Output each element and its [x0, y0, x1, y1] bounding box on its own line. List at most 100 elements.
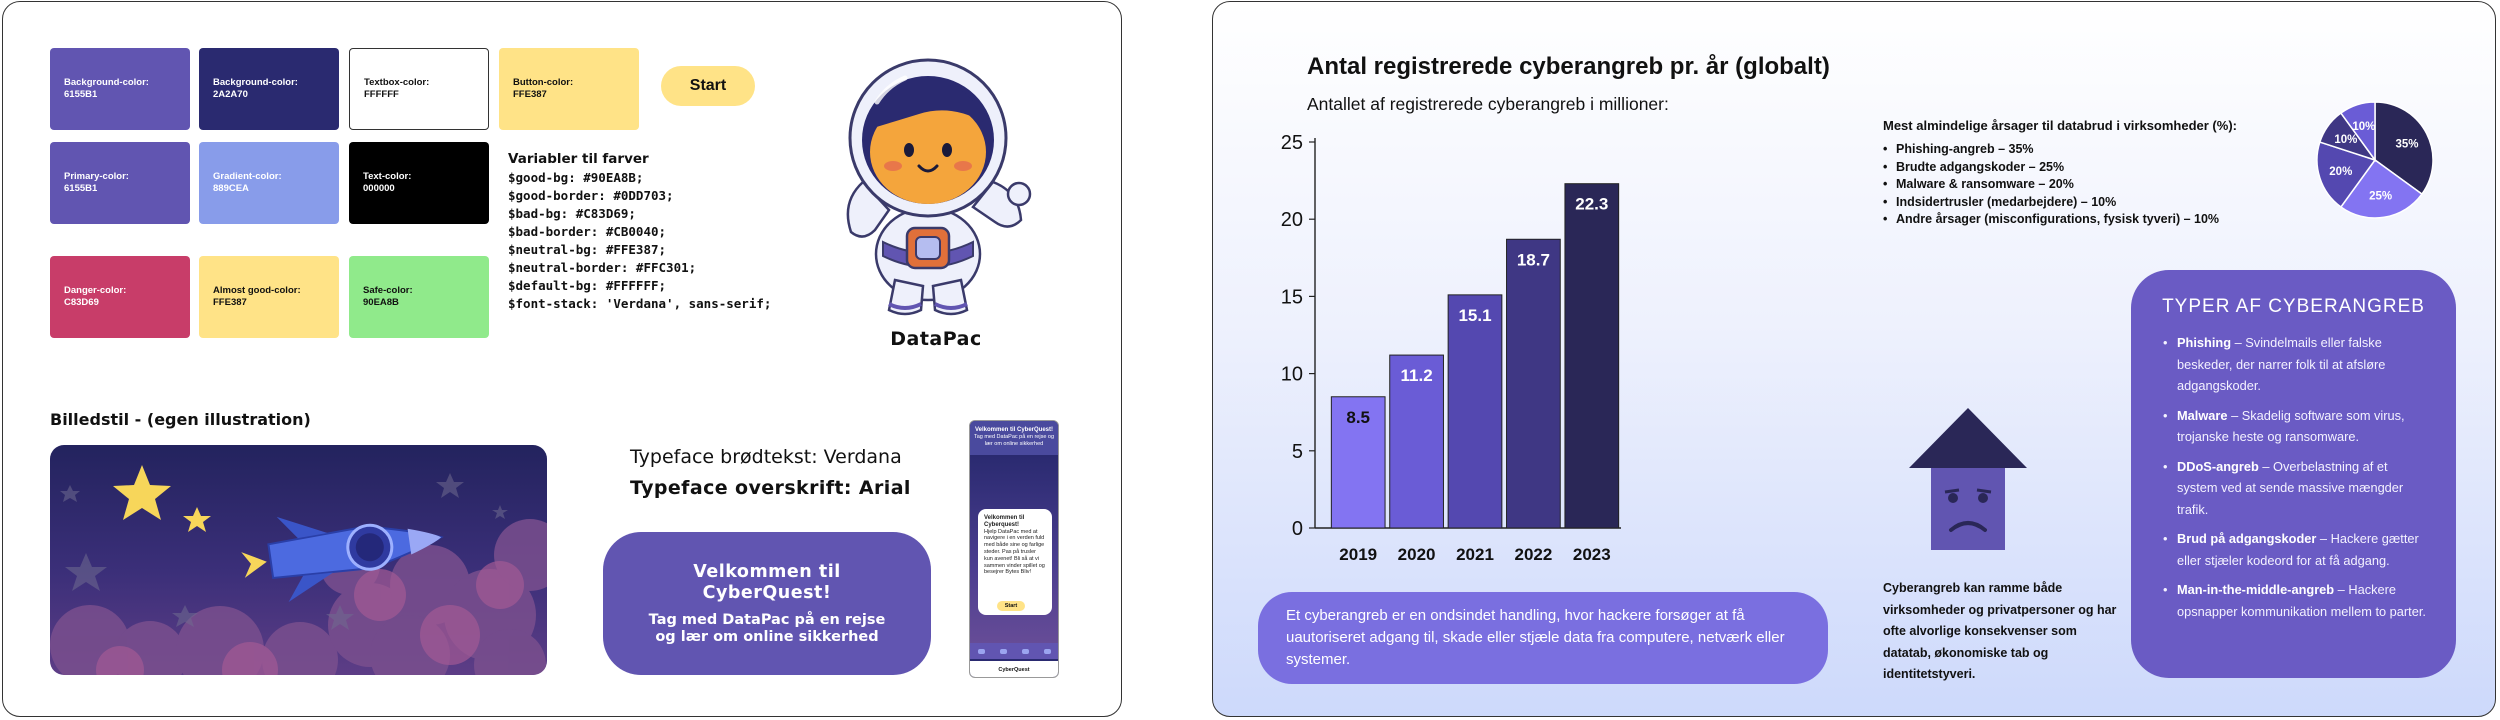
- illustration-title: Billedstil - (egen illustration): [50, 410, 311, 429]
- pie-slice-label: 10%: [2352, 121, 2375, 133]
- swatch-label: Background-color:: [213, 77, 298, 89]
- cause-item: Indsidertrusler (medarbejdere) – 10%: [1883, 194, 2323, 212]
- variable-line: $font-stack: 'Verdana', sans-serif;: [508, 296, 772, 311]
- swatch-value: FFE387: [513, 89, 547, 100]
- attack-type-name: Malware: [2177, 407, 2228, 423]
- swatch-text-000000: Text-color: 000000: [349, 142, 489, 224]
- swatch-gradient-889cea: Gradient-color: 889CEA: [199, 142, 339, 224]
- y-tick-label: 0: [1292, 518, 1303, 540]
- attack-type-name: Brud på adgangskoder: [2177, 531, 2317, 546]
- phone-footer: CyberQuest: [970, 661, 1058, 677]
- phone-start-button[interactable]: Start: [997, 601, 1025, 611]
- swatch-background-2a2a70: Background-color: 2A2A70: [199, 48, 339, 130]
- variable-line: $default-bg: #FFFFFF;: [508, 278, 667, 293]
- start-button[interactable]: Start: [661, 66, 755, 106]
- attack-type-name: Phishing: [2177, 335, 2232, 350]
- swatch-almost-good-ffe387: Almost good-color: FFE387: [199, 256, 339, 338]
- phone-header-text: Tag med DataPac på en rejse og lær om on…: [973, 434, 1055, 447]
- cause-item: Malware & ransomware – 20%: [1883, 176, 2323, 194]
- swatch-button-ffe387: Button-color: FFE387: [499, 48, 639, 130]
- phone-card-text: Hjelp DataPac med at navigere i en verde…: [984, 528, 1045, 576]
- variable-line: $bad-border: #CB0040;: [508, 224, 667, 239]
- variable-line: $good-bg: #90EA8B;: [508, 170, 644, 185]
- cause-item: Phishing-angreb – 35%: [1883, 141, 2323, 159]
- y-tick-label: 5: [1292, 441, 1303, 463]
- variable-line: $neutral-bg: #FFE387;: [508, 242, 667, 257]
- sad-house-icon: [1909, 408, 2027, 550]
- nav-icon[interactable]: [977, 648, 985, 654]
- y-tick-label: 20: [1281, 209, 1303, 231]
- swatch-label: Primary-color:: [64, 171, 129, 183]
- swatch-label: Almost good-color:: [213, 285, 301, 297]
- x-tick-label: 2023: [1573, 545, 1611, 564]
- mascot-name: DataPac: [890, 328, 982, 350]
- bar: [1447, 294, 1503, 529]
- causes-title: Mest almindelige årsager til databrud i …: [1883, 118, 2237, 133]
- chart-subtitle: Antallet af registrerede cyberangreb i m…: [1307, 94, 1669, 114]
- y-tick-label: 10: [1281, 364, 1303, 386]
- nav-icon[interactable]: [999, 648, 1007, 654]
- bar-value-label: 11.2: [1401, 366, 1433, 385]
- attack-type-name: Man-in-the-middle-angreb: [2177, 582, 2335, 597]
- swatch-value: FFE387: [213, 297, 247, 308]
- datapac-mascot: [846, 58, 1032, 316]
- attack-type-desc: – Skadelig software som virus, trojanske…: [2177, 407, 2405, 445]
- swatch-value: 90EA8B: [363, 297, 399, 308]
- swatch-safe-90ea8b: Safe-color: 90EA8B: [349, 256, 489, 338]
- phone-welcome-card: Velkommen til Cyberquest! Hjelp DataPac …: [978, 509, 1052, 615]
- nav-icon[interactable]: [1021, 648, 1029, 654]
- definition-box: Et cyberangreb er en ondsindet handling,…: [1258, 592, 1828, 684]
- swatch-textbox-ffffff: Textbox-color: FFFFFF: [349, 48, 489, 130]
- space-illustration: [50, 445, 547, 675]
- bar: [1506, 238, 1561, 529]
- pie-slice-label: 25%: [2369, 191, 2392, 203]
- phone-mockup: Velkommen til CyberQuest! Tag med DataPa…: [969, 420, 1059, 678]
- pie-slice: [2374, 101, 2434, 196]
- variables-title: Variabler til farver: [508, 151, 649, 167]
- swatch-value: 6155B1: [64, 89, 98, 100]
- attack-type-desc: – Svindelmails eller falske beskeder, de…: [2177, 335, 2386, 393]
- pie-slice-label: 35%: [2396, 139, 2419, 151]
- bar: [1389, 354, 1444, 529]
- nav-icon[interactable]: [1043, 648, 1051, 654]
- chart-title: Antal registrerede cyberangreb pr. år (g…: [1307, 53, 1830, 80]
- phone-card-title: Velkommen til Cyberquest!: [984, 515, 1025, 528]
- swatch-danger-c83d69: Danger-color: C83D69: [50, 256, 190, 338]
- x-tick-label: 2021: [1456, 545, 1494, 564]
- pie-slice: [2316, 141, 2377, 208]
- phone-header: Velkommen til CyberQuest! Tag med DataPa…: [970, 421, 1058, 455]
- x-tick-label: 2022: [1514, 545, 1552, 564]
- attack-types-title: TYPER AF CYBERANGREB: [2162, 296, 2425, 317]
- bar: [1564, 183, 1620, 529]
- x-tick-label: 2020: [1398, 545, 1436, 564]
- attack-type-item: Malware – Skadelig software som virus, t…: [2161, 405, 2426, 448]
- variable-line: $bad-bg: #C83D69;: [508, 206, 636, 221]
- design-board: Background-color: 6155B1 Background-colo…: [2, 1, 1122, 717]
- swatch-label: Gradient-color:: [213, 171, 282, 183]
- typeface-body-label: Typeface brødtekst: Verdana: [630, 446, 902, 468]
- swatch-value: FFFFFF: [364, 89, 399, 100]
- attack-type-item: DDoS-angreb – Overbelastning af et syste…: [2161, 456, 2426, 521]
- cause-item: Andre årsager (misconfigurations, fysisk…: [1883, 211, 2323, 229]
- attack-type-desc: – Hackere gætter eller stjæler kodeord f…: [2177, 531, 2419, 568]
- bar-value-label: 18.7: [1517, 250, 1550, 269]
- welcome-card: Velkommen til CyberQuest! Tag med DataPa…: [603, 532, 931, 675]
- swatch-value: 000000: [363, 183, 395, 194]
- attack-type-item: Brud på adgangskoder – Hackere gætter el…: [2161, 528, 2426, 571]
- pie-chart: 35% 25% 20% 10%10%: [2316, 101, 2434, 219]
- swatch-value: C83D69: [64, 297, 99, 308]
- breach-causes: Mest almindelige årsager til databrud i …: [1883, 118, 2323, 229]
- welcome-title: Velkommen til CyberQuest!: [693, 562, 841, 603]
- attack-type-item: Phishing – Svindelmails eller falske bes…: [2161, 332, 2426, 397]
- phone-nav-bar: [970, 643, 1058, 659]
- y-tick-label: 25: [1281, 132, 1303, 154]
- attack-type-desc: – Overbelastning af et system ved at sen…: [2177, 458, 2404, 517]
- bar-value-label: 15.1: [1458, 306, 1491, 325]
- pie-slice-label: 20%: [2329, 166, 2352, 178]
- variable-line: $neutral-border: #FFC301;: [508, 260, 697, 275]
- swatch-primary-6155b1: Primary-color: 6155B1: [50, 142, 190, 224]
- consequences-text: Cyberangreb kan ramme både virksomheder …: [1883, 581, 2117, 681]
- typeface-heading-label: Typeface overskrift: Arial: [630, 477, 911, 499]
- swatch-label: Button-color:: [513, 77, 574, 89]
- attack-type-name: DDoS-angreb: [2177, 458, 2259, 474]
